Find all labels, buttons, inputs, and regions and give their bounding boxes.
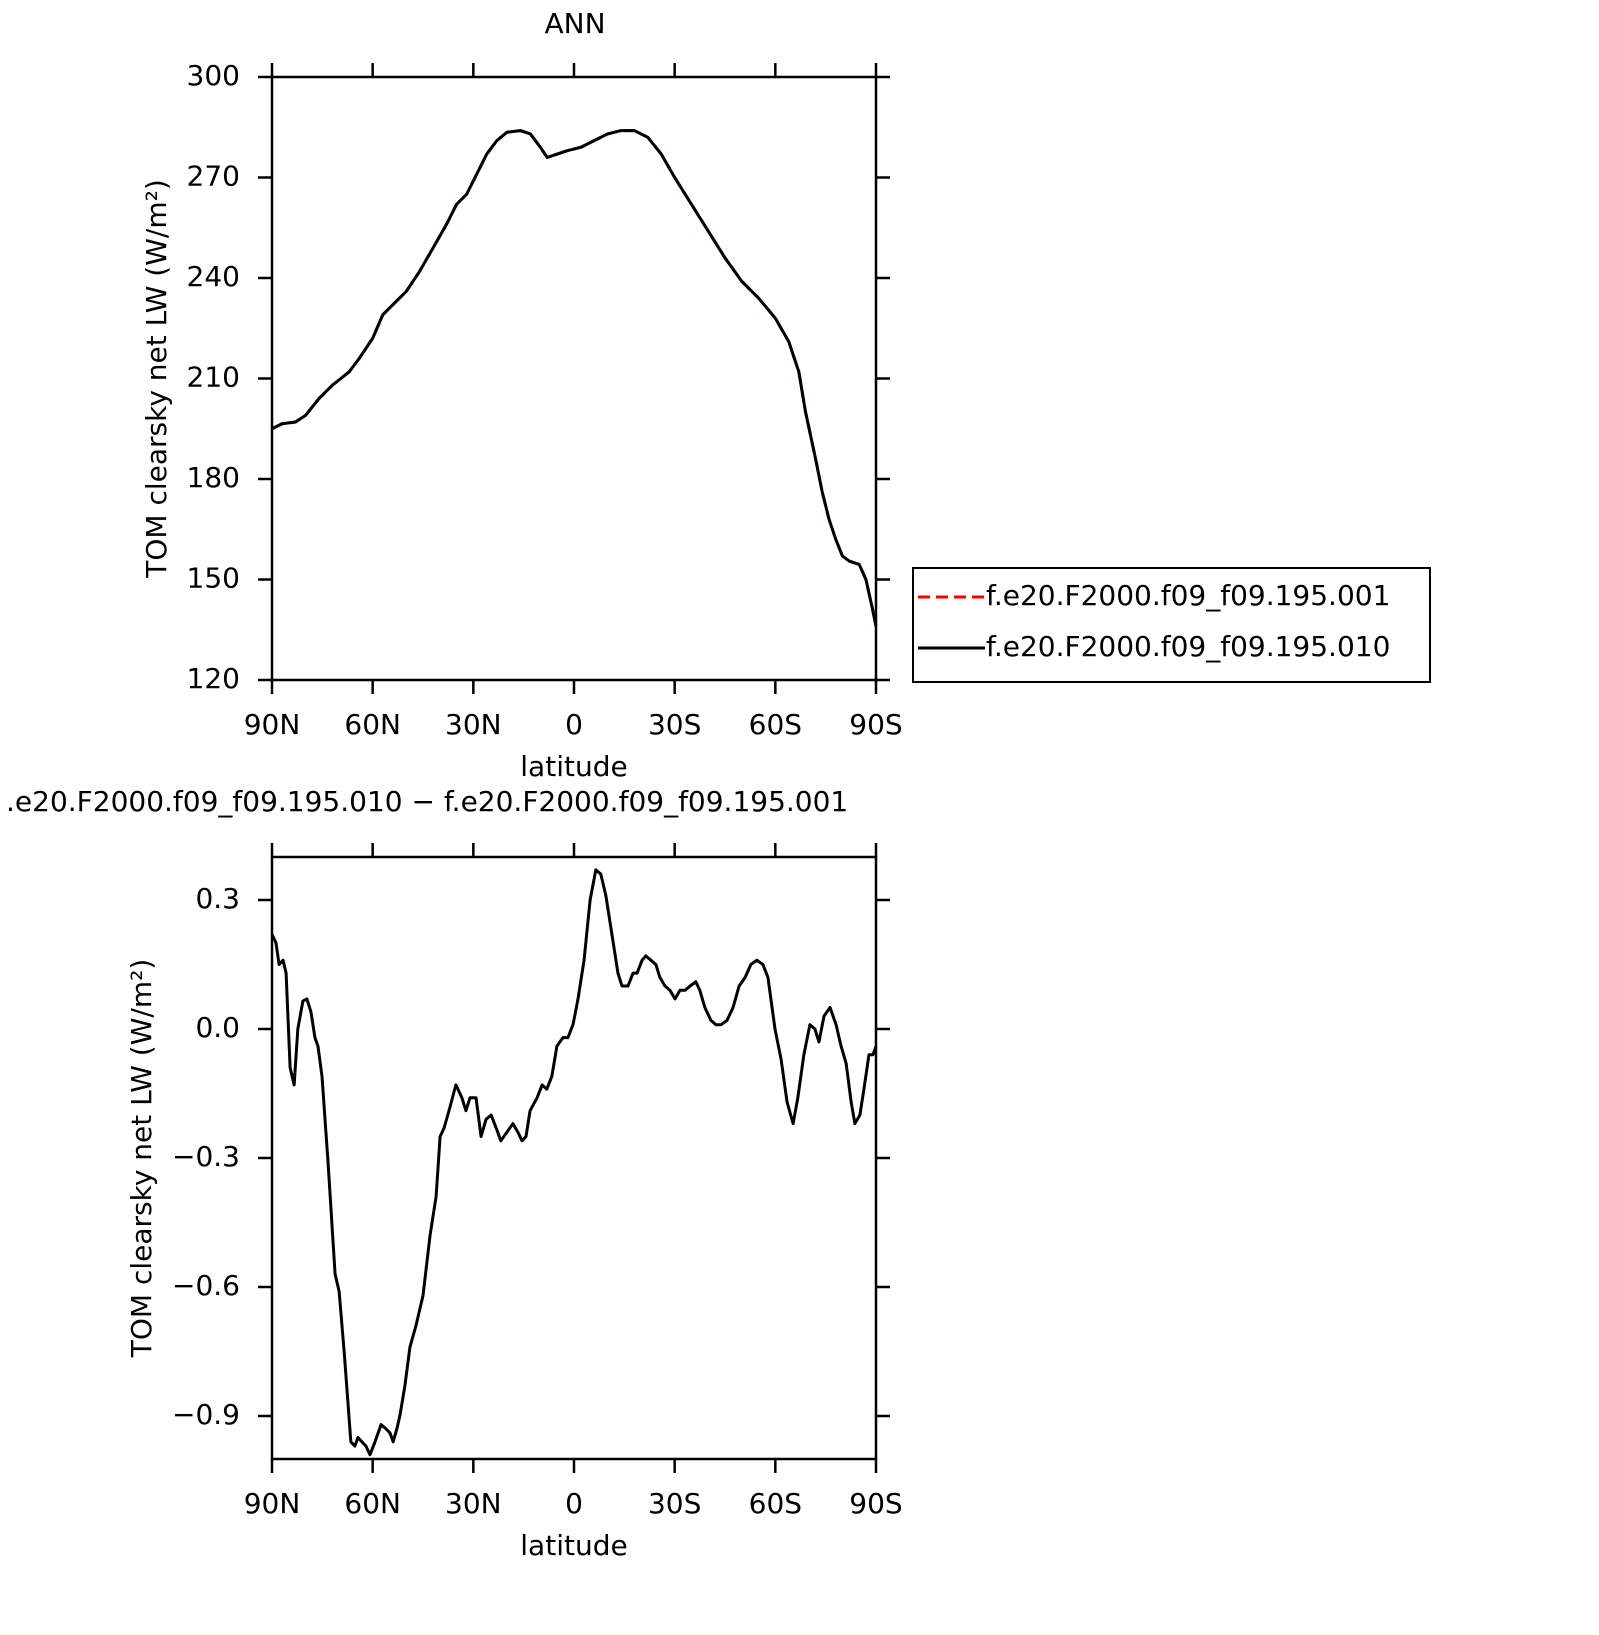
x-tick-label: 30S: [648, 1487, 701, 1520]
x-axis-label: latitude: [520, 1529, 627, 1562]
x-tick-label: 30N: [445, 708, 502, 741]
y-tick-label: −0.6: [172, 1269, 240, 1302]
legend-label: f.e20.F2000.f09_f09.195.001: [986, 579, 1390, 612]
x-tick-label: 60N: [344, 1487, 401, 1520]
x-tick-label: 90S: [849, 1487, 902, 1520]
y-tick-label: −0.3: [172, 1140, 240, 1173]
x-tick-label: 0: [565, 1487, 583, 1520]
x-tick-label: 90N: [244, 1487, 301, 1520]
y-tick-label: −0.9: [172, 1398, 240, 1431]
x-tick-label: 30N: [445, 1487, 502, 1520]
y-tick-label: 150: [187, 562, 240, 595]
x-tick-label: 30S: [648, 708, 701, 741]
y-tick-label: 300: [187, 59, 240, 92]
x-tick-label: 90S: [849, 708, 902, 741]
y-tick-label: 120: [187, 662, 240, 695]
x-tick-label: 0: [565, 708, 583, 741]
chart-title: .e20.F2000.f09_f09.195.010 − f.e20.F2000…: [6, 785, 848, 818]
chart-title: ANN: [544, 7, 605, 40]
data-line: [270, 868, 878, 1457]
x-tick-label: 60S: [749, 1487, 802, 1520]
legend-label: f.e20.F2000.f09_f09.195.010: [986, 630, 1390, 663]
y-axis-label: TOM clearsky net LW (W/m²): [125, 959, 158, 1358]
x-tick-label: 90N: [244, 708, 301, 741]
x-tick-label: 60S: [749, 708, 802, 741]
plot-frame: [270, 75, 878, 682]
y-tick-label: 210: [187, 361, 240, 394]
y-tick-label: 0.0: [195, 1011, 240, 1044]
y-tick-label: 0.3: [195, 882, 240, 915]
data-line: [271, 129, 878, 627]
plot-frame: [270, 855, 878, 1461]
data-line: [271, 129, 878, 627]
y-tick-label: 240: [187, 260, 240, 293]
x-axis-label: latitude: [520, 750, 627, 783]
x-tick-label: 60N: [344, 708, 401, 741]
y-tick-label: 180: [187, 461, 240, 494]
y-axis-label: TOM clearsky net LW (W/m²): [140, 179, 173, 578]
legend-box: [912, 567, 1431, 683]
y-tick-label: 270: [187, 160, 240, 193]
